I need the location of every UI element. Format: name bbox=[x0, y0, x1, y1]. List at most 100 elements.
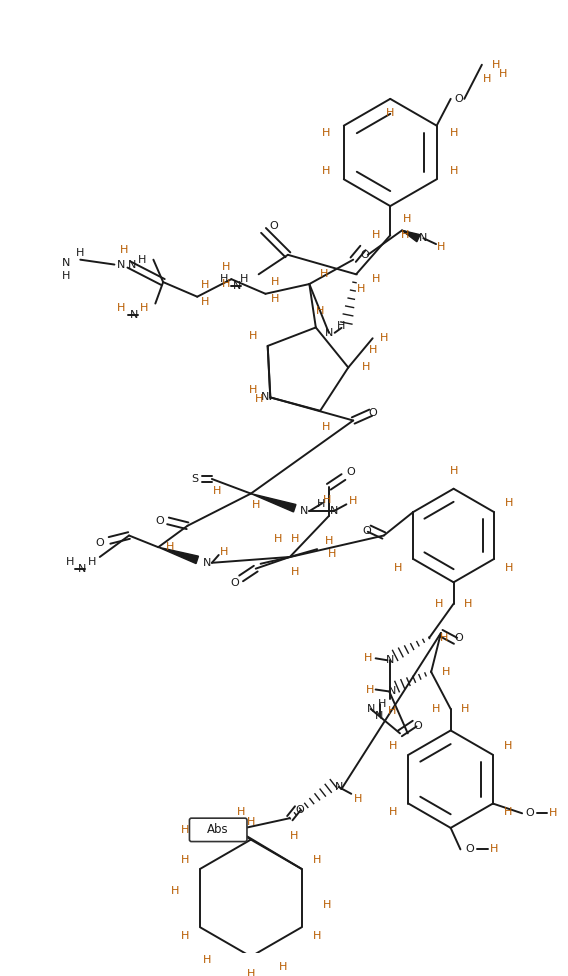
Text: N: N bbox=[233, 281, 241, 291]
Text: N: N bbox=[261, 392, 270, 402]
Polygon shape bbox=[251, 494, 296, 512]
Polygon shape bbox=[158, 548, 198, 563]
Text: H: H bbox=[291, 567, 299, 577]
Text: H: H bbox=[203, 956, 211, 965]
Text: H: H bbox=[364, 653, 372, 664]
Text: H: H bbox=[312, 855, 321, 865]
Text: H: H bbox=[76, 248, 85, 258]
Text: H: H bbox=[166, 543, 174, 552]
Text: H: H bbox=[222, 263, 231, 272]
Text: H: H bbox=[220, 548, 229, 557]
Text: H: H bbox=[120, 245, 128, 255]
Text: N: N bbox=[329, 507, 338, 516]
Text: O: O bbox=[362, 526, 371, 536]
Text: H: H bbox=[371, 230, 380, 240]
Text: H: H bbox=[357, 284, 365, 294]
Text: H: H bbox=[354, 793, 362, 803]
Text: H: H bbox=[88, 557, 96, 567]
Text: H: H bbox=[386, 108, 394, 118]
Text: O: O bbox=[454, 632, 463, 643]
Text: H: H bbox=[437, 242, 445, 252]
Text: N: N bbox=[386, 655, 394, 666]
Text: O: O bbox=[525, 808, 534, 818]
Text: H: H bbox=[271, 294, 279, 304]
Text: H: H bbox=[312, 931, 321, 941]
Text: H: H bbox=[201, 280, 209, 290]
Text: O: O bbox=[156, 516, 165, 526]
Text: H: H bbox=[201, 297, 209, 306]
Text: H: H bbox=[240, 274, 248, 284]
Text: H: H bbox=[61, 271, 70, 281]
Text: N: N bbox=[78, 564, 86, 574]
Text: H: H bbox=[322, 129, 331, 139]
Text: H: H bbox=[450, 167, 458, 177]
Text: N: N bbox=[325, 328, 333, 338]
Text: O: O bbox=[95, 539, 104, 549]
Text: H: H bbox=[254, 394, 263, 404]
Text: N: N bbox=[117, 260, 126, 269]
Text: S: S bbox=[191, 474, 198, 484]
Text: H: H bbox=[504, 807, 512, 817]
Text: H: H bbox=[435, 598, 443, 609]
FancyBboxPatch shape bbox=[190, 818, 247, 841]
Text: H: H bbox=[215, 824, 223, 834]
Text: H: H bbox=[389, 807, 398, 817]
Text: H: H bbox=[378, 699, 387, 710]
Text: H: H bbox=[450, 129, 458, 139]
Text: H: H bbox=[252, 501, 260, 510]
Text: H: H bbox=[117, 304, 126, 313]
Text: H: H bbox=[137, 255, 146, 264]
Text: H: H bbox=[440, 632, 448, 643]
Text: H: H bbox=[328, 549, 336, 559]
Text: H: H bbox=[320, 269, 328, 279]
Text: H: H bbox=[464, 598, 473, 609]
Text: O: O bbox=[368, 408, 377, 418]
Text: H: H bbox=[394, 563, 402, 573]
Text: N: N bbox=[130, 310, 138, 320]
Text: H: H bbox=[290, 831, 299, 840]
Text: N: N bbox=[203, 558, 211, 568]
Text: H: H bbox=[274, 535, 282, 545]
Text: H: H bbox=[483, 74, 491, 84]
Text: O: O bbox=[466, 844, 474, 854]
Text: H: H bbox=[505, 499, 513, 508]
Text: H: H bbox=[449, 467, 458, 476]
Text: H: H bbox=[380, 333, 389, 344]
Text: H: H bbox=[403, 214, 411, 224]
Text: H: H bbox=[369, 345, 377, 355]
Text: N: N bbox=[61, 258, 70, 267]
Text: H: H bbox=[371, 274, 380, 284]
Text: H: H bbox=[499, 69, 507, 79]
Text: H: H bbox=[317, 500, 325, 509]
Text: H: H bbox=[247, 969, 255, 976]
Text: N: N bbox=[419, 233, 428, 243]
Text: O: O bbox=[361, 250, 369, 260]
Text: H: H bbox=[222, 279, 231, 289]
Text: H: H bbox=[388, 706, 396, 716]
Text: H: H bbox=[249, 385, 257, 394]
Text: O: O bbox=[454, 94, 463, 103]
Text: H: H bbox=[323, 900, 331, 910]
Text: N: N bbox=[375, 711, 384, 721]
Text: H: H bbox=[140, 304, 148, 313]
Text: O: O bbox=[413, 720, 422, 731]
Text: O: O bbox=[295, 805, 304, 815]
Text: H: H bbox=[181, 825, 189, 834]
Text: H: H bbox=[323, 496, 331, 506]
Text: H: H bbox=[325, 537, 333, 547]
Text: H: H bbox=[220, 274, 229, 284]
Text: H: H bbox=[322, 423, 331, 432]
Text: Abs: Abs bbox=[207, 824, 228, 836]
Text: H: H bbox=[349, 497, 357, 507]
Text: H: H bbox=[322, 167, 331, 177]
Text: H: H bbox=[490, 844, 499, 854]
Text: H: H bbox=[362, 361, 370, 372]
Text: O: O bbox=[269, 221, 278, 230]
Text: H: H bbox=[271, 277, 279, 287]
Text: H: H bbox=[400, 230, 409, 240]
Text: H: H bbox=[366, 684, 374, 695]
Text: H: H bbox=[291, 535, 299, 545]
Text: H: H bbox=[441, 667, 450, 677]
Text: H: H bbox=[337, 321, 346, 331]
Text: O: O bbox=[230, 578, 239, 589]
